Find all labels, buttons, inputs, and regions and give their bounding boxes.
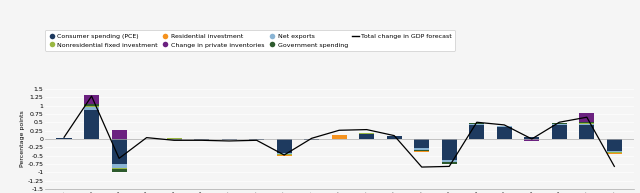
Bar	[607, 152, 622, 153]
Bar	[607, 139, 622, 151]
Bar	[442, 160, 457, 162]
Legend: Consumer spending (PCE), Nonresidential fixed investment, Residential investment: Consumer spending (PCE), Nonresidential …	[45, 30, 455, 51]
Bar	[84, 96, 99, 104]
Bar	[414, 150, 429, 151]
Bar	[442, 162, 457, 164]
Bar	[524, 137, 540, 139]
Bar	[84, 104, 99, 106]
Bar	[524, 139, 540, 141]
Bar	[579, 125, 595, 139]
Bar	[111, 139, 127, 164]
Bar	[111, 130, 127, 139]
Bar	[607, 153, 622, 154]
Bar	[469, 123, 484, 124]
Bar	[497, 127, 512, 139]
Bar	[469, 125, 484, 139]
Bar	[469, 124, 484, 125]
Y-axis label: Percentage points: Percentage points	[20, 111, 24, 167]
Bar	[332, 135, 347, 139]
Bar	[552, 124, 567, 125]
Bar	[414, 139, 429, 148]
Bar	[304, 139, 319, 140]
Bar	[84, 109, 99, 139]
Bar	[221, 139, 237, 140]
Bar	[111, 164, 127, 168]
Bar	[387, 136, 402, 139]
Bar	[497, 126, 512, 127]
Bar	[194, 139, 209, 140]
Bar	[111, 168, 127, 169]
Bar	[552, 125, 567, 139]
Bar	[579, 124, 595, 125]
Bar	[552, 123, 567, 124]
Bar	[276, 155, 292, 156]
Bar	[579, 113, 595, 122]
Bar	[276, 153, 292, 154]
Bar	[442, 139, 457, 160]
Bar	[111, 169, 127, 172]
Bar	[359, 133, 374, 134]
Bar	[276, 139, 292, 153]
Bar	[276, 154, 292, 155]
Bar	[607, 151, 622, 152]
Bar	[414, 148, 429, 150]
Bar	[56, 138, 72, 139]
Bar	[579, 122, 595, 123]
Bar	[579, 123, 595, 124]
Bar	[166, 139, 182, 140]
Bar	[84, 106, 99, 107]
Bar	[359, 134, 374, 139]
Bar	[249, 139, 264, 140]
Bar	[414, 151, 429, 152]
Bar	[84, 107, 99, 109]
Bar	[166, 138, 182, 139]
